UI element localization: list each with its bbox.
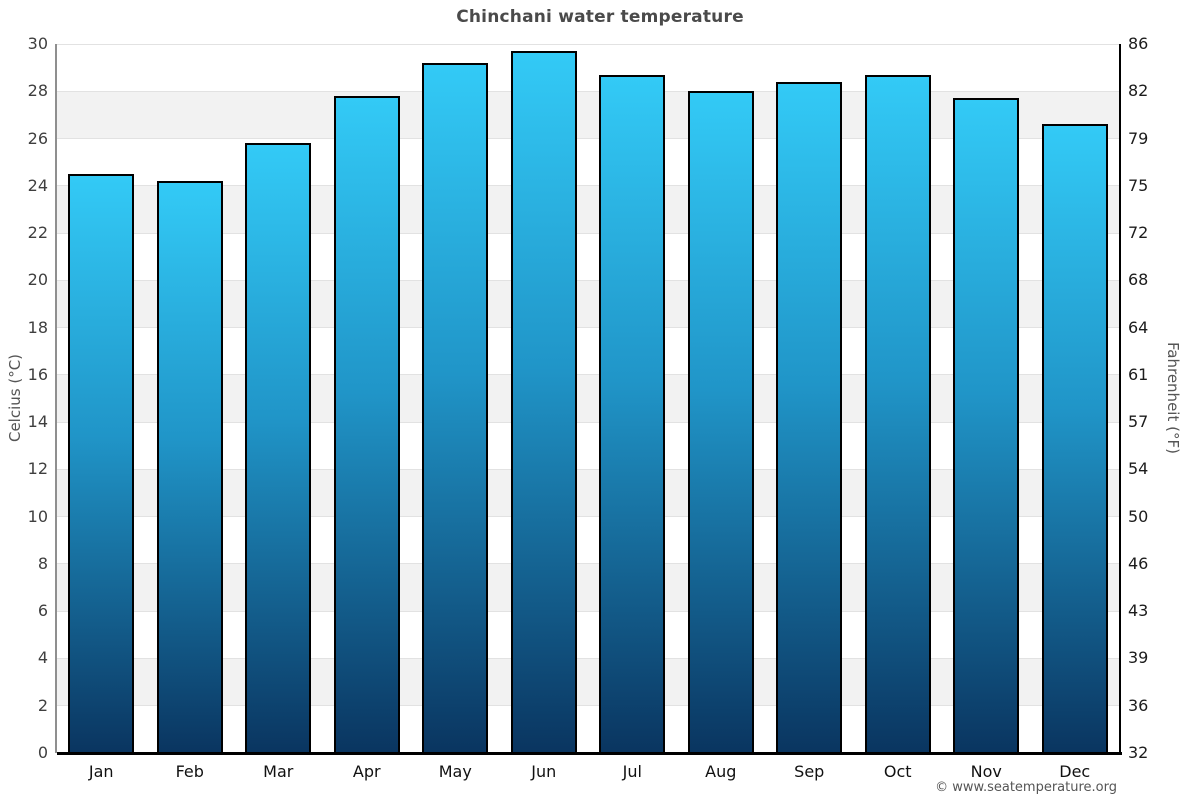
bar-nov[interactable] [953,98,1020,753]
y-axis-tick-celsius: 24 [27,175,48,195]
y-axis-tick-celsius: 16 [27,364,48,384]
bar-oct[interactable] [864,74,931,753]
x-axis-label-nov: Nov [970,762,1002,781]
gridline [57,138,1119,140]
x-axis-label-jun: Jun [531,762,557,781]
x-axis-label-sep: Sep [794,762,825,781]
gridline [57,90,1119,92]
gridline [57,279,1119,281]
bar-feb[interactable] [156,181,223,753]
plot-band [57,611,1119,659]
y-axis-tick-celsius: 2 [37,695,48,715]
gridline [57,657,1119,659]
bar-may[interactable] [422,62,489,753]
plot-band [57,91,1119,139]
y-axis-tick-fahrenheit: 54 [1128,459,1149,479]
plot-band [57,705,1119,753]
gridline [57,421,1119,423]
x-axis-label-jul: Jul [622,762,642,781]
bottom-axis-line [57,752,1122,755]
y-axis-tick-fahrenheit: 75 [1128,175,1149,195]
y-axis-tick-celsius: 10 [27,506,48,526]
y-axis-tick-celsius: 12 [27,459,48,479]
y-axis-tick-celsius: 4 [37,648,48,668]
x-axis-label-jan: Jan [88,762,114,781]
plot-band [57,44,1119,92]
plot-band [57,233,1119,281]
plot-band [57,469,1119,517]
plot-band [57,516,1119,564]
y-axis-tick-fahrenheit: 61 [1128,364,1149,384]
y-axis-tick-celsius: 0 [37,743,48,762]
y-axis-tick-fahrenheit: 36 [1128,695,1149,715]
left-axis-line [55,44,57,753]
bar-dec[interactable] [1041,124,1108,753]
plot-band [57,422,1119,470]
y-axis-tick-celsius: 26 [27,128,48,148]
y-axis-tick-celsius: 28 [27,81,48,101]
x-axis-label-oct: Oct [883,762,912,781]
y-axis-tick-celsius: 30 [27,34,48,53]
y-axis-tick-fahrenheit: 57 [1128,412,1149,432]
plot-band [57,374,1119,423]
plot-band [57,563,1119,612]
chart-title: Chinchani water temperature [456,7,744,27]
y-axis-tick-fahrenheit: 39 [1128,648,1149,668]
y-axis-tick-fahrenheit: 46 [1128,553,1149,573]
y-axis-tick-fahrenheit: 43 [1128,601,1149,621]
y-axis-tick-fahrenheit: 72 [1128,223,1149,243]
bar-apr[interactable] [333,95,400,753]
plot-band [57,138,1119,186]
y-axis-title-fahrenheit: Fahrenheit (°F) [1164,342,1182,454]
right-axis-line [1119,44,1121,753]
y-axis-tick-fahrenheit: 32 [1128,743,1149,762]
gridline [57,705,1119,707]
y-axis-tick-celsius: 8 [37,553,48,573]
gridline [57,468,1119,470]
y-axis-tick-celsius: 14 [27,412,48,432]
plot-band [57,658,1119,706]
x-axis-label-aug: Aug [705,762,737,781]
bar-sep[interactable] [776,81,843,753]
y-axis-tick-fahrenheit: 50 [1128,506,1149,526]
bar-jun[interactable] [510,51,577,753]
bar-aug[interactable] [687,91,754,753]
copyright-credit: © www.seatemperature.org [935,780,1117,795]
plot-area [57,43,1119,753]
y-axis-tick-fahrenheit: 86 [1128,34,1149,53]
y-axis-tick-fahrenheit: 64 [1128,317,1149,337]
x-axis-label-apr: Apr [352,762,381,781]
gridline [57,563,1119,565]
y-axis-tick-celsius: 22 [27,223,48,243]
plot-band [57,280,1119,328]
gridline [57,43,1119,45]
gridline [57,610,1119,612]
x-axis-label-may: May [438,762,472,781]
gridline [57,374,1119,376]
y-axis-tick-fahrenheit: 68 [1128,270,1149,290]
x-axis-label-feb: Feb [175,762,204,781]
plot-band [57,185,1119,234]
gridline [57,185,1119,187]
gridline [57,516,1119,518]
y-axis-tick-celsius: 18 [27,317,48,337]
y-axis-tick-fahrenheit: 82 [1128,81,1149,101]
x-axis-label-dec: Dec [1059,762,1091,781]
bar-jul[interactable] [599,74,666,753]
x-axis-label-mar: Mar [263,762,294,781]
gridline [57,327,1119,329]
bar-jan[interactable] [68,173,135,753]
bar-mar[interactable] [245,143,312,753]
gridline [57,232,1119,234]
y-axis-tick-celsius: 6 [37,601,48,621]
y-axis-tick-fahrenheit: 79 [1128,128,1149,148]
plot-band [57,327,1119,375]
y-axis-tick-celsius: 20 [27,270,48,290]
